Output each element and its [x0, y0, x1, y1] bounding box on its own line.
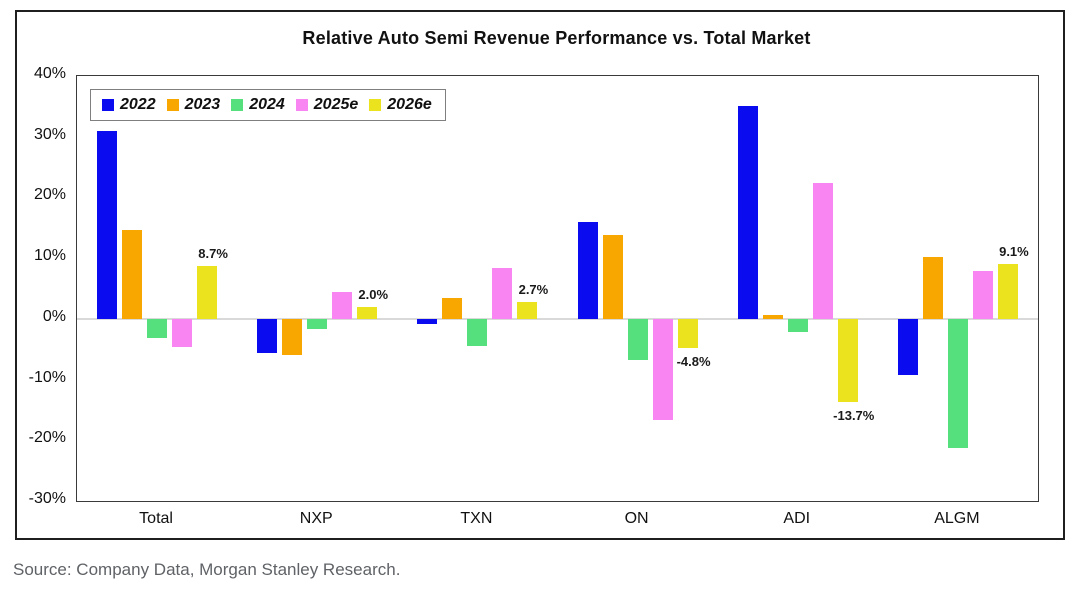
data-label-2026e-nxp: 2.0%	[358, 286, 389, 302]
legend-label-2022: 2022	[120, 96, 156, 113]
y-tick-label--30-: -30%	[28, 490, 66, 507]
legend-swatch-2024	[231, 99, 244, 111]
legend-label-2024: 2024	[249, 96, 285, 113]
y-tick-label--10-: -10%	[28, 368, 66, 386]
legend-item-2025e: 2025e	[295, 96, 359, 114]
bar-2023-txn	[442, 298, 463, 319]
bar-2026e-txn	[517, 302, 538, 319]
data-label-2026e-adi: -13.7%	[833, 408, 875, 424]
x-axis-label-algm: ALGM	[934, 510, 980, 527]
bar-2022-nxp	[257, 318, 278, 354]
y-tick-label-10-: 10%	[33, 247, 66, 265]
bar-2024-nxp	[307, 318, 328, 330]
legend-swatch-2023	[166, 99, 179, 111]
y-tick-label-40-: 40%	[33, 65, 66, 82]
x-axis-label-txn: TXN	[460, 510, 493, 527]
bar-2022-adi	[737, 105, 758, 319]
data-label-2026e-algm: 9.1%	[999, 243, 1029, 259]
legend-item-2024: 2024	[231, 96, 285, 114]
bar-2025e-algm	[972, 270, 993, 319]
legend-label-2026e: 2026e	[387, 96, 432, 113]
x-axis-label-on: ON	[624, 510, 649, 527]
bar-2025e-on	[652, 318, 673, 420]
legend-swatch-2025e	[295, 99, 308, 111]
bar-2024-adi	[787, 318, 808, 333]
bar-2026e-nxp	[357, 306, 378, 319]
data-label-2026e-total: 8.7%	[198, 246, 228, 262]
zero-gridline	[77, 317, 1038, 320]
bar-2023-nxp	[282, 318, 303, 356]
data-label-2026e-txn: 2.7%	[518, 282, 549, 298]
bar-2025e-total	[172, 318, 193, 347]
legend-item-2026e: 2026e	[369, 96, 432, 114]
bar-2023-total	[122, 229, 143, 319]
bar-2024-on	[627, 318, 648, 360]
legend: 2022 2023 2024 2025e 2026e	[90, 89, 446, 121]
bar-2022-on	[577, 222, 598, 319]
bar-2023-adi	[762, 314, 783, 319]
legend-item-2023: 2023	[166, 96, 221, 114]
bar-2023-algm	[922, 256, 943, 319]
legend-label-2023: 2023	[184, 96, 221, 113]
x-axis-label-adi: ADI	[783, 510, 811, 527]
bar-2026e-adi	[837, 318, 858, 403]
bar-2024-total	[147, 318, 168, 338]
data-label-2026e-on: -4.8%	[676, 354, 711, 369]
y-tick-label--20-: -20%	[28, 429, 66, 447]
bar-2022-total	[97, 130, 118, 319]
legend-label-2025e: 2025e	[313, 96, 359, 113]
bar-2025e-adi	[812, 182, 833, 319]
bar-2026e-algm	[997, 263, 1018, 319]
y-tick-label-0-: 0%	[42, 307, 66, 325]
y-tick-label-30-: 30%	[33, 125, 66, 143]
source-note: Source: Company Data, Morgan Stanley Res…	[13, 560, 401, 579]
bar-2022-algm	[897, 318, 918, 376]
legend-swatch-2022	[102, 99, 114, 111]
bar-2025e-txn	[492, 268, 513, 319]
legend-item-2022: 2022	[102, 96, 156, 114]
bar-2024-algm	[947, 318, 968, 448]
bar-2026e-total	[197, 266, 218, 319]
legend-swatch-2026e	[369, 99, 382, 111]
bar-2022-txn	[417, 318, 438, 325]
x-axis-label-nxp: NXP	[299, 510, 333, 527]
bar-2026e-on	[677, 318, 698, 348]
bar-2024-txn	[467, 318, 488, 346]
y-tick-label-20-: 20%	[33, 186, 66, 204]
chart-title: Relative Auto Semi Revenue Performance v…	[302, 28, 811, 48]
x-axis-label-total: Total	[139, 510, 173, 527]
bar-2023-on	[602, 235, 623, 319]
bar-2025e-nxp	[332, 292, 353, 319]
plot-area: 2022 2023 2024 2025e 2026e 8.7% 2.0% 2.7% -4.8%…	[76, 75, 1039, 502]
